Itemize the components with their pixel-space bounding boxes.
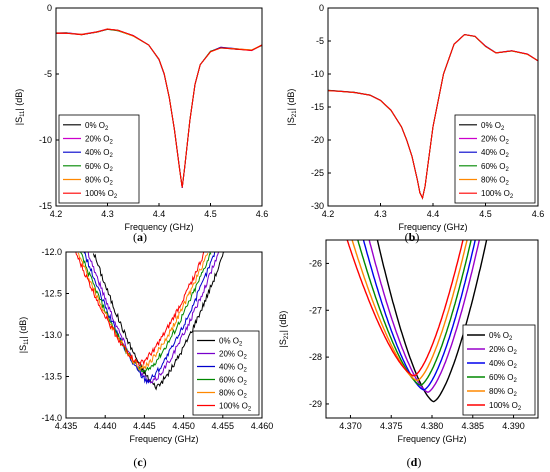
series-line-5 bbox=[328, 34, 538, 200]
y-tick-label: 0 bbox=[47, 3, 52, 13]
legend-entry-3: 60% O2 bbox=[85, 162, 113, 173]
y-axis-title: |S11| (dB) bbox=[18, 317, 30, 353]
legend-entry-5: 100% O2 bbox=[481, 189, 514, 200]
legend-entry-4: 80% O2 bbox=[85, 176, 113, 187]
legend-entry-2: 40% O2 bbox=[219, 363, 247, 374]
panel-b: 4.2 4.3 4.4 4.5 4.6 0 -5 -10 -15 -20 -25 -30 Frequen… bbox=[286, 3, 544, 244]
x-tick-label: 4.3 bbox=[374, 209, 387, 219]
x-tick-label: 4.445 bbox=[133, 421, 156, 431]
series-line-3 bbox=[357, 240, 472, 386]
series-line-0 bbox=[92, 252, 225, 391]
panel-caption: (c) bbox=[133, 455, 146, 469]
series-line-1 bbox=[87, 252, 220, 384]
legend-entry-0: 0% O2 bbox=[481, 121, 505, 132]
x-tick-label: 4.450 bbox=[172, 421, 195, 431]
series-line-5 bbox=[346, 240, 464, 377]
y-tick-label: -14.0 bbox=[41, 413, 62, 423]
series-line-3 bbox=[80, 252, 212, 373]
legend-entry-1: 20% O2 bbox=[219, 350, 247, 361]
panel-c: 4.435 4.440 4.445 4.450 4.455 4.460 -12.0 -12.5… bbox=[18, 247, 273, 469]
x-tick-label: 4.5 bbox=[479, 209, 492, 219]
y-axis-title: |S21| (dB) bbox=[278, 311, 290, 348]
legend-entry-5: 100% O2 bbox=[489, 401, 522, 412]
y-tick-label: -26 bbox=[309, 258, 322, 268]
legend-entry-5: 100% O2 bbox=[85, 189, 118, 200]
legend-entry-3: 60% O2 bbox=[489, 373, 517, 384]
x-tick-label: 4.5 bbox=[204, 209, 217, 219]
panel-d: 4.370 4.375 4.380 4.385 4.390 -26 -27 -28 -29 Fre… bbox=[278, 239, 539, 469]
x-tick-label: 4.460 bbox=[251, 421, 274, 431]
y-axis-title: |S21| (dB) bbox=[286, 89, 298, 126]
x-tick-label: 4.375 bbox=[380, 421, 403, 431]
x-axis-title: Frequency (GHz) bbox=[124, 222, 193, 232]
series-line-2 bbox=[362, 240, 476, 391]
legend-entry-4: 80% O2 bbox=[481, 176, 509, 187]
series-line-2 bbox=[83, 252, 216, 385]
x-tick-label: 4.440 bbox=[94, 421, 117, 431]
y-tick-label: -13.0 bbox=[41, 330, 62, 340]
series-line-5 bbox=[56, 28, 262, 188]
x-axis-title: Frequency (GHz) bbox=[398, 222, 467, 232]
x-tick-label: 4.370 bbox=[339, 421, 362, 431]
x-tick-label: 4.455 bbox=[212, 421, 235, 431]
x-tick-label: 4.3 bbox=[101, 209, 114, 219]
x-tick-label: 4.435 bbox=[55, 421, 78, 431]
series-line-5 bbox=[75, 252, 205, 367]
x-tick-label: 4.4 bbox=[153, 209, 166, 219]
legend-entry-4: 80% O2 bbox=[489, 387, 517, 398]
legend-entry-2: 40% O2 bbox=[481, 148, 509, 159]
y-tick-label: -10 bbox=[39, 135, 52, 145]
legend-entry-3: 60% O2 bbox=[219, 376, 247, 387]
legend-entry-1: 20% O2 bbox=[481, 135, 509, 146]
legend: 0% O2 20% O2 40% O2 60% O2 80% O2 100% O2 bbox=[462, 324, 536, 416]
x-tick-label: 4.390 bbox=[502, 421, 525, 431]
y-tick-label: -5 bbox=[316, 36, 324, 46]
legend-entry-0: 0% O2 bbox=[85, 121, 109, 132]
y-tick-label: -15 bbox=[311, 102, 324, 112]
x-tick-label: 4.2 bbox=[322, 209, 335, 219]
legend-entry-0: 0% O2 bbox=[489, 331, 513, 342]
legend-entry-4: 80% O2 bbox=[219, 389, 247, 400]
legend: 0% O2 20% O2 40% O2 60% O2 80% O2 100% O2 bbox=[454, 114, 536, 204]
series-line-4 bbox=[351, 240, 468, 382]
panel-caption: (b) bbox=[405, 230, 420, 244]
y-axis-title: |S11| (dB) bbox=[14, 89, 26, 125]
y-tick-label: 0 bbox=[319, 3, 324, 13]
y-tick-label: -13.5 bbox=[41, 372, 62, 382]
x-tick-label: 4.380 bbox=[421, 421, 444, 431]
y-tick-label: -5 bbox=[44, 69, 52, 79]
legend: 0% O2 20% O2 40% O2 60% O2 80% O2 100% O2 bbox=[58, 114, 140, 204]
x-tick-label: 4.4 bbox=[427, 209, 440, 219]
x-tick-label: 4.6 bbox=[532, 209, 545, 219]
legend: 0% O2 20% O2 40% O2 60% O2 80% O2 100% O2 bbox=[192, 330, 260, 416]
y-tick-label: -10 bbox=[311, 69, 324, 79]
x-tick-label: 4.6 bbox=[256, 209, 269, 219]
x-tick-label: 4.2 bbox=[50, 209, 63, 219]
legend-entry-1: 20% O2 bbox=[85, 135, 113, 146]
y-tick-label: -30 bbox=[311, 201, 324, 211]
series-line-0 bbox=[376, 240, 488, 403]
y-tick-label: -29 bbox=[309, 399, 322, 409]
series-line-4 bbox=[77, 252, 209, 371]
y-tick-label: -20 bbox=[311, 135, 324, 145]
y-tick-label: -12.0 bbox=[41, 247, 62, 257]
y-tick-label: -27 bbox=[309, 305, 322, 315]
panel-caption: (a) bbox=[133, 230, 147, 244]
panel-a: 4.2 4.3 4.4 4.5 4.6 0 -5 -10 -15 Frequency (GHz) |… bbox=[14, 3, 268, 244]
legend-entry-5: 100% O2 bbox=[219, 402, 252, 413]
y-tick-label: -12.5 bbox=[41, 289, 62, 299]
legend-entry-3: 60% O2 bbox=[481, 162, 509, 173]
y-tick-label: -28 bbox=[309, 352, 322, 362]
legend-entry-2: 40% O2 bbox=[85, 148, 113, 159]
y-tick-label: -15 bbox=[39, 201, 52, 211]
legend-entry-1: 20% O2 bbox=[489, 345, 517, 356]
x-axis-title: Frequency (GHz) bbox=[397, 434, 466, 444]
x-tick-label: 4.385 bbox=[462, 421, 485, 431]
panel-caption: (d) bbox=[407, 455, 422, 469]
x-axis-title: Frequency (GHz) bbox=[129, 434, 198, 444]
legend-entry-0: 0% O2 bbox=[219, 337, 243, 348]
legend-entry-2: 40% O2 bbox=[489, 359, 517, 370]
y-tick-label: -25 bbox=[311, 168, 324, 178]
